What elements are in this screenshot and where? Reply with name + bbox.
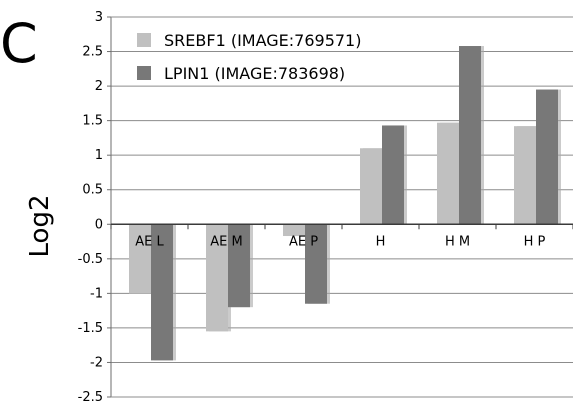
bar	[151, 224, 173, 361]
bar	[228, 224, 250, 308]
y-tick-label: -1.5	[78, 321, 103, 336]
category-label: H P	[524, 234, 546, 249]
y-tick-label: -1	[90, 286, 103, 301]
y-tick-label: 2.5	[82, 45, 103, 60]
bar	[514, 126, 536, 225]
bar	[536, 89, 558, 225]
legend-label: SREBF1 (IMAGE:769571)	[164, 31, 361, 50]
bar	[305, 224, 327, 304]
y-tick-label: 0	[95, 217, 103, 232]
y-tick-label: -2	[90, 355, 103, 370]
bar	[206, 224, 228, 332]
bar	[437, 122, 459, 225]
category-label: AE P	[289, 234, 318, 249]
y-tick-label: 3	[95, 10, 103, 25]
y-tick-label: -2.5	[78, 390, 103, 404]
legend-swatch	[137, 33, 151, 47]
legend-swatch	[137, 66, 151, 80]
panel-label: C	[0, 12, 38, 75]
axes	[107, 16, 573, 398]
y-tick-label: 1.5	[82, 114, 103, 129]
legend-label: LPIN1 (IMAGE:783698)	[164, 64, 345, 83]
legend: SREBF1 (IMAGE:769571) LPIN1 (IMAGE:783698…	[137, 31, 361, 83]
category-labels: AE L AE M AE P H H M H P	[135, 234, 545, 249]
bar	[129, 224, 151, 294]
y-tick-label: 0.5	[82, 183, 103, 198]
bars	[129, 46, 561, 361]
bar	[283, 224, 305, 237]
gridlines	[111, 51, 573, 363]
category-label: AE M	[210, 234, 242, 249]
y-tick-label: -0.5	[78, 252, 103, 267]
bar	[382, 125, 404, 225]
category-label: AE L	[135, 234, 164, 249]
category-label: H	[376, 234, 386, 249]
y-tick-labels: -2.5 -2 -1.5 -1 -0.5 0 0.5 1 1.5 2 2.5 3	[78, 10, 103, 404]
bar	[459, 46, 481, 225]
y-axis-label: Log2	[25, 195, 55, 258]
category-label: H M	[445, 234, 470, 249]
y-tick-label: 2	[95, 79, 103, 94]
bar	[360, 148, 382, 225]
y-tick-label: 1	[95, 148, 103, 163]
